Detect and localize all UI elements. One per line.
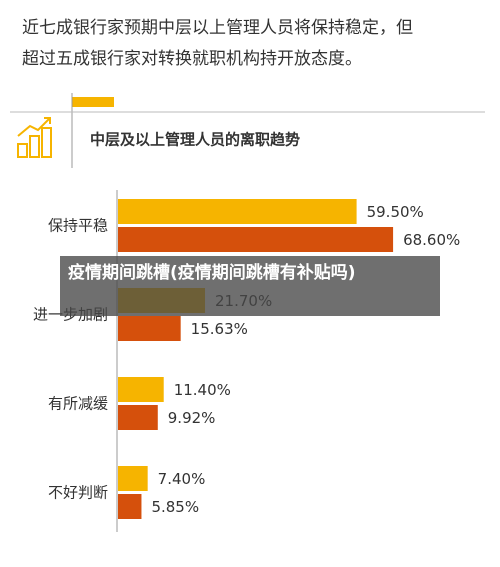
- chart-title: 中层及以上管理人员的离职趋势: [90, 131, 300, 149]
- value-label: 59.50%: [367, 203, 424, 221]
- value-label: 9.92%: [168, 409, 216, 427]
- bar: [118, 494, 142, 519]
- bar: [118, 405, 158, 430]
- intro-line: 超过五成银行家对转换就职机构持开放态度。: [22, 49, 362, 69]
- intro-line: 近七成银行家预期中层以上管理人员将保持稳定，但: [22, 18, 413, 38]
- category-label: 不好判断: [48, 484, 108, 502]
- bar: [118, 377, 164, 402]
- header-accent: [72, 97, 114, 107]
- bar: [118, 466, 148, 491]
- value-label: 68.60%: [403, 231, 460, 249]
- category-label: 保持平稳: [48, 217, 108, 235]
- value-label: 11.40%: [174, 381, 231, 399]
- category-label: 有所减缓: [48, 395, 108, 413]
- bar: [118, 199, 357, 224]
- overlay-caption: 疫情期间跳槽(疫情期间跳槽有补贴吗): [60, 256, 440, 316]
- value-label: 5.85%: [151, 498, 199, 516]
- value-label: 15.63%: [191, 320, 248, 338]
- bar: [118, 316, 181, 341]
- value-label: 7.40%: [158, 470, 206, 488]
- chart-icon: [17, 117, 52, 158]
- bar: [118, 227, 394, 252]
